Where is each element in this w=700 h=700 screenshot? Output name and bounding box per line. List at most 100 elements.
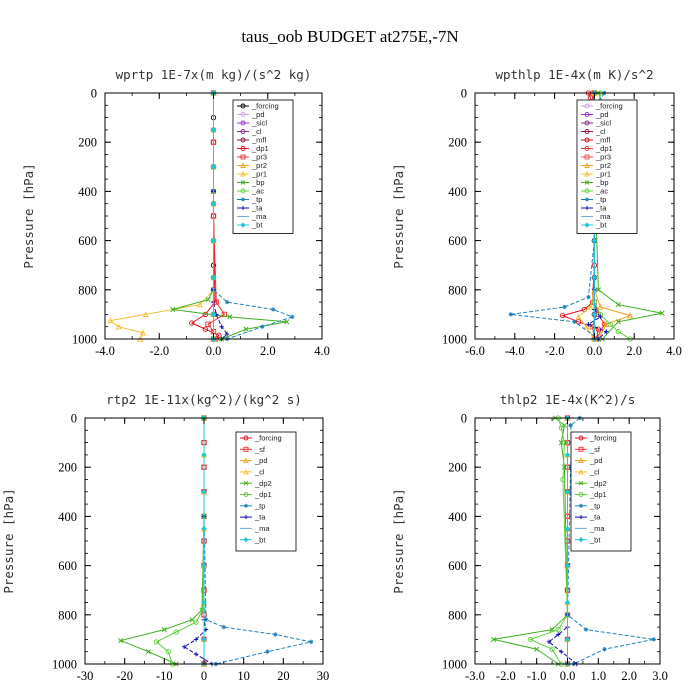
data-point — [490, 636, 497, 642]
data-point — [555, 626, 561, 633]
data-point — [165, 649, 171, 655]
legend-marker — [578, 446, 584, 452]
data-point — [201, 562, 207, 569]
y-tick-label: 1000 — [52, 658, 77, 672]
data-point — [161, 627, 167, 633]
data-point — [224, 299, 230, 305]
data-point — [216, 332, 222, 338]
data-point — [583, 627, 589, 632]
data-point — [193, 651, 199, 657]
y-tick-label: 400 — [58, 510, 77, 524]
data-point — [549, 646, 555, 652]
data-point — [595, 287, 601, 293]
legend-entry: _ta — [251, 204, 263, 213]
y-axis-label: Pressure [hPa] — [391, 488, 406, 593]
legend-marker — [244, 515, 248, 520]
data-point — [273, 632, 278, 637]
legend-entry: _ma — [254, 524, 270, 533]
legend-entry: _ta — [589, 513, 601, 522]
legend-marker — [243, 480, 249, 486]
data-point — [142, 311, 149, 318]
legend-entry: _pr1 — [251, 170, 267, 179]
data-point — [193, 637, 199, 642]
x-tick-label: -2.0 — [545, 344, 565, 358]
legend-marker — [585, 197, 589, 202]
data-point — [556, 632, 561, 637]
legend-box — [232, 99, 294, 234]
legend-entry: _bt — [251, 221, 263, 230]
legend-marker — [578, 457, 584, 464]
legend-entry: _cl — [254, 468, 265, 477]
legend-entry: _pr3 — [251, 153, 267, 162]
legend-entry: _pr2 — [251, 161, 267, 170]
data-point — [308, 639, 314, 645]
legend-box — [576, 99, 638, 234]
series-line-dp2 — [119, 418, 205, 665]
figure-title: taus_oob BUDGET at275E,-7N — [241, 27, 458, 46]
legend-entry: _ma — [595, 212, 611, 221]
data-point — [568, 423, 573, 428]
data-point — [210, 200, 217, 207]
legend-entry: _pr3 — [595, 153, 611, 162]
x-tick-label: -3.0 — [465, 669, 485, 683]
chart-panel-1: wprtp 1E-7x(m kg)/(s^2 kg) Pressure [hPa]… — [21, 67, 330, 358]
panel-title: thlp2 1E-4x(K^2)/s — [500, 392, 635, 407]
legend-marker — [240, 137, 246, 143]
data-point — [197, 301, 203, 308]
legend-marker — [584, 180, 590, 185]
data-point — [586, 322, 591, 327]
legend-marker — [240, 180, 246, 185]
data-point — [210, 311, 217, 318]
legend-marker — [584, 170, 590, 177]
data-point — [651, 637, 657, 642]
legend-entry: _ma — [589, 524, 605, 533]
data-point — [205, 321, 211, 327]
panel-title: rtp2 1E-11x(kg^2)/(kg^2 s) — [106, 392, 302, 407]
data-point — [564, 562, 571, 569]
legend-marker — [578, 468, 584, 475]
y-tick-label: 1000 — [442, 333, 467, 347]
y-tick-label: 1000 — [72, 333, 97, 347]
legend-marker — [240, 146, 246, 151]
y-axis-label: Pressure [hPa] — [1, 488, 16, 593]
legend-entry: _forcing — [251, 102, 279, 111]
data-point — [587, 303, 594, 310]
data-point — [583, 323, 590, 330]
data-point — [591, 274, 598, 281]
y-tick-label: 400 — [78, 185, 97, 199]
legend-entry: _pr1 — [595, 170, 611, 179]
legend-entry: _sf — [254, 445, 266, 454]
legend-marker — [240, 103, 246, 109]
y-axis-label: Pressure [hPa] — [391, 163, 406, 268]
legend-marker — [584, 103, 590, 109]
y-tick-label: 0 — [71, 412, 77, 426]
data-point — [210, 164, 217, 170]
y-tick-label: 800 — [78, 283, 97, 297]
legend-box — [235, 431, 297, 552]
legend-marker — [240, 129, 246, 134]
legend-marker — [240, 154, 246, 160]
data-point — [508, 312, 514, 317]
legend-marker — [240, 170, 246, 177]
data-point — [568, 465, 573, 470]
legend-entry: _sicl — [595, 119, 611, 128]
data-point — [270, 307, 276, 312]
legend-marker — [584, 112, 590, 117]
data-point — [591, 237, 598, 244]
data-point — [193, 619, 199, 625]
y-tick-label: 0 — [461, 412, 467, 426]
legend-marker — [240, 188, 246, 194]
data-point — [615, 302, 621, 308]
legend-entry: _sicl — [251, 119, 267, 128]
data-point — [562, 304, 567, 310]
data-point — [170, 306, 176, 313]
data-point — [173, 629, 179, 635]
x-tick-label: -2.0 — [149, 344, 169, 358]
data-point — [564, 599, 571, 606]
legend-marker — [240, 162, 246, 168]
x-tick-label: -10 — [156, 669, 173, 683]
y-tick-label: 800 — [58, 608, 77, 622]
data-point — [604, 329, 609, 334]
data-point — [527, 636, 534, 643]
data-point — [607, 321, 613, 327]
